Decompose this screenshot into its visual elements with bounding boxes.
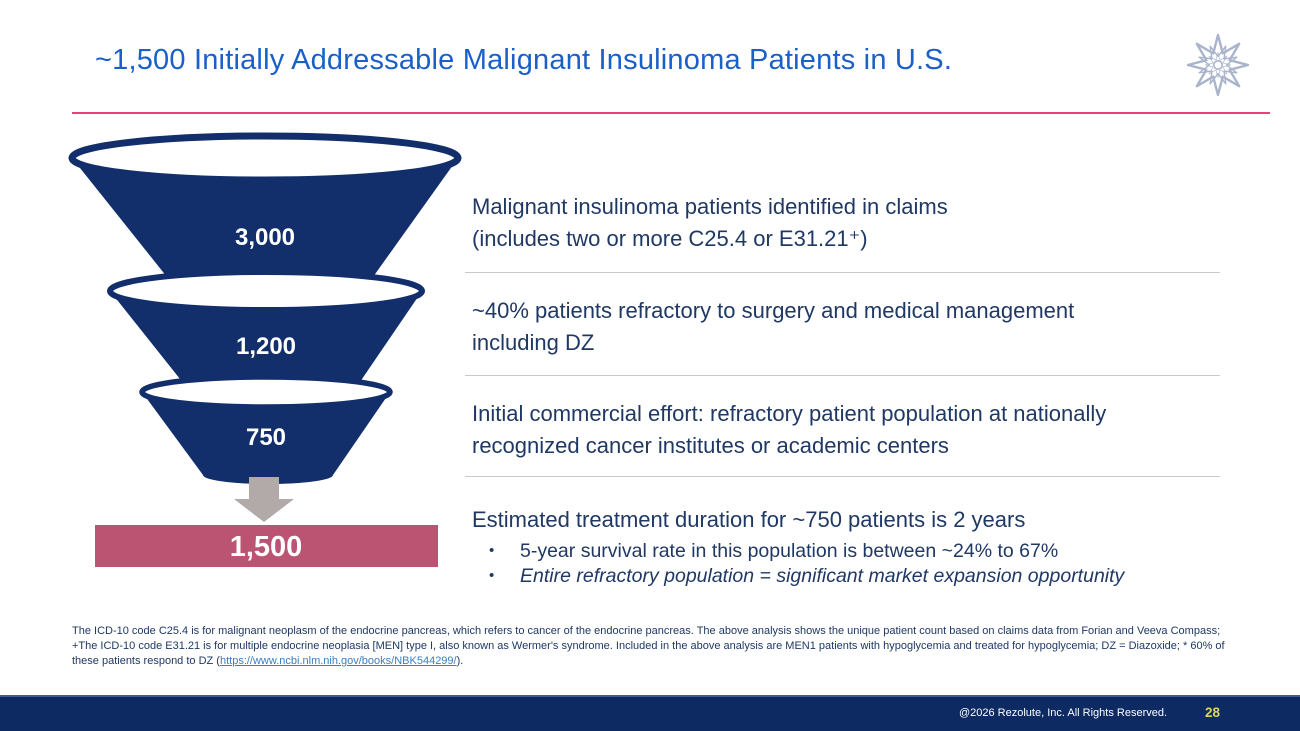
summary-bullet-2-text: Entire refractory population = significa… [520,565,1125,587]
footnote-line-3-text: these patients respond to DZ ( [72,655,220,667]
company-logo-icon [1186,33,1250,97]
funnel-result-bar: 1,500 [95,525,438,567]
page-title: ~1,500 Initially Addressable Malignant I… [95,44,953,76]
stage-3-description-line-2: recognized cancer institutes or academic… [472,433,949,458]
summary-heading: Estimated treatment duration for ~750 pa… [472,507,1026,532]
stage-1-description: Malignant insulinoma patients identified… [472,191,948,255]
footnote-line-1: The ICD-10 code C25.4 is for malignant n… [72,625,1221,637]
stage-3-description-line-1: Initial commercial effort: refractory pa… [472,401,1107,426]
funnel-stage-1: 3,000 [68,132,462,290]
down-arrow-icon [234,477,294,522]
footnote-reference-link[interactable]: https://www.ncbi.nlm.nih.gov/books/NBK54… [219,655,457,667]
title-divider [72,112,1270,114]
copyright-text: @2026 Rezolute, Inc. All Rights Reserved… [958,707,1168,719]
summary-bullet-1: • 5-year survival rate in this populatio… [489,540,1058,563]
row-divider-2 [465,375,1220,376]
stage-1-description-line-2: (includes two or more C25.4 or E31.21⁺) [472,226,868,251]
bullet-icon: • [489,567,495,584]
footnote-line-2: +The ICD-10 code E31.21 is for multiple … [72,640,1225,652]
stage-2-description: ~40% patients refractory to surgery and … [472,295,1074,359]
footnote: The ICD-10 code C25.4 is for malignant n… [72,624,1225,669]
result-value: 1,500 [230,531,303,563]
bullet-icon: • [489,542,495,559]
stage-1-value: 3,000 [235,224,295,251]
stage-3-description: Initial commercial effort: refractory pa… [472,398,1106,462]
row-divider-3 [465,476,1220,477]
stage-2-description-line-1: ~40% patients refractory to surgery and … [472,298,1075,323]
summary-bullet-2: • Entire refractory population = signifi… [489,565,1124,588]
funnel-chart: 3,000 1,200 750 1,500 [68,132,462,567]
footnote-line-3: these patients respond to DZ (https://ww… [72,654,1225,669]
funnel-stage-2: 1,200 [107,269,425,390]
slide-page-number: 28 [1205,705,1221,720]
footnote-line-3-suffix: ). [456,655,464,667]
footer-bar: @2026 Rezolute, Inc. All Rights Reserved… [0,695,1300,731]
funnel-stage-3: 750 [139,374,393,484]
stage-3-value: 750 [246,424,286,451]
summary-bullet-1-text: 5-year survival rate in this population … [520,540,1059,562]
stage-1-description-line-1: Malignant insulinoma patients identified… [472,194,948,219]
row-divider-1 [465,272,1220,273]
stage-2-value: 1,200 [236,333,296,360]
stage-2-description-line-2: including DZ [472,330,595,355]
